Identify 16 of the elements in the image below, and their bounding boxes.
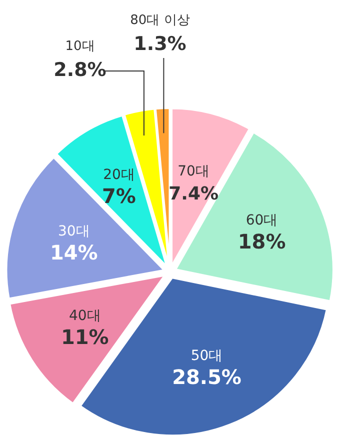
data-label: 28.5% [172, 364, 242, 389]
data-label: 1.3% [134, 33, 186, 55]
slice-label: 50대 [190, 348, 223, 364]
slice-label: 40대 [68, 308, 101, 324]
slice-label: 10대 [65, 39, 95, 54]
slice-label: 70대 [178, 163, 210, 180]
data-label: 7% [102, 184, 136, 208]
data-label: 11% [60, 325, 109, 350]
slice-label: 60대 [246, 212, 278, 228]
slice-label: 20대 [103, 167, 135, 184]
data-label: 2.8% [54, 59, 106, 81]
data-label: 18% [238, 229, 286, 254]
data-label: 7.4% [168, 183, 219, 204]
slice-label: 30대 [58, 224, 90, 240]
data-label: 14% [50, 240, 98, 265]
slice-label: 80대 이상 [130, 13, 190, 28]
